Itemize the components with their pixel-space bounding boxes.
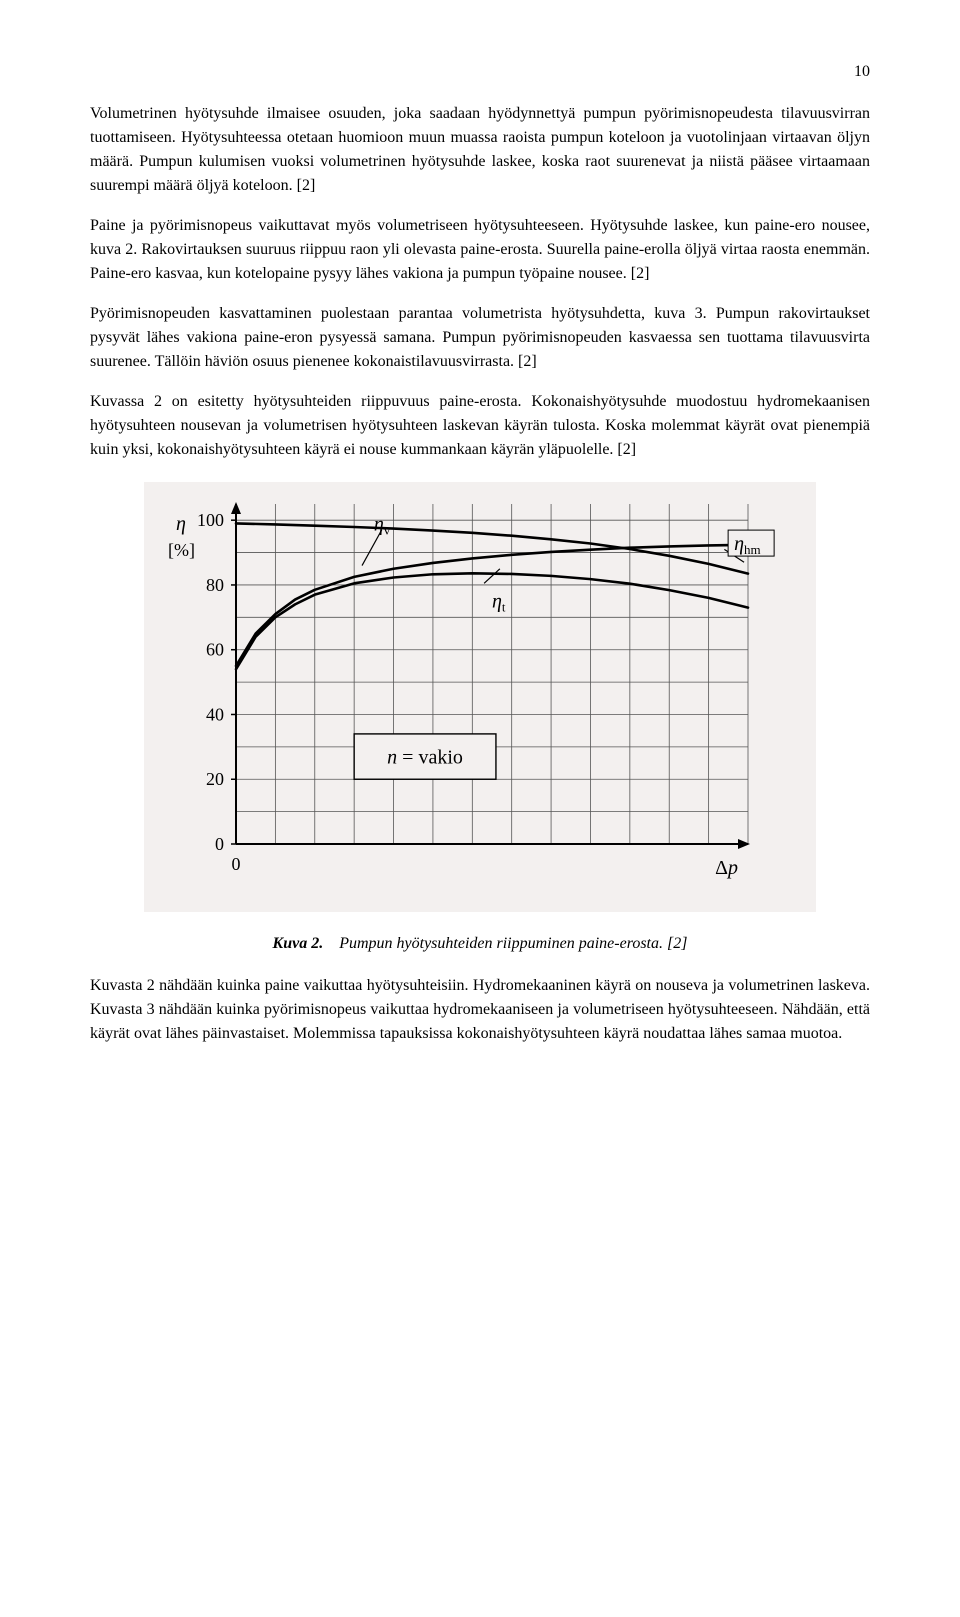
figure-2-caption: Kuva 2. Pumpun hyötysuhteiden riippumine… [90, 932, 870, 956]
svg-text:40: 40 [206, 704, 224, 724]
svg-text:60: 60 [206, 640, 224, 660]
paragraph-4: Kuvassa 2 on esitetty hyötysuhteiden rii… [90, 390, 870, 462]
svg-text:0: 0 [232, 854, 241, 874]
figure-2: 0204060801000η[%]Δpηvηtηhmn = vakio [90, 482, 870, 920]
page-number: 10 [90, 60, 870, 84]
figure-caption-text: Pumpun hyötysuhteiden riippuminen paine-… [339, 935, 687, 952]
caption-spacer [327, 935, 335, 952]
svg-text:20: 20 [206, 769, 224, 789]
efficiency-chart: 0204060801000η[%]Δpηvηtηhmn = vakio [158, 494, 798, 894]
svg-text:n = vakio: n = vakio [387, 747, 463, 769]
svg-text:100: 100 [197, 510, 224, 530]
paragraph-1: Volumetrinen hyötysuhde ilmaisee osuuden… [90, 102, 870, 198]
paragraph-3: Pyörimisnopeuden kasvattaminen puolestaa… [90, 302, 870, 374]
svg-text:Δp: Δp [715, 857, 738, 879]
chart-frame: 0204060801000η[%]Δpηvηtηhmn = vakio [144, 482, 816, 912]
svg-text:80: 80 [206, 575, 224, 595]
svg-text:[%]: [%] [168, 540, 195, 560]
svg-text:0: 0 [215, 834, 224, 854]
svg-text:η: η [176, 513, 186, 535]
paragraph-2: Paine ja pyörimisnopeus vaikuttavat myös… [90, 214, 870, 286]
figure-label: Kuva 2. [273, 935, 324, 952]
paragraph-5: Kuvasta 2 nähdään kuinka paine vaikuttaa… [90, 974, 870, 1046]
